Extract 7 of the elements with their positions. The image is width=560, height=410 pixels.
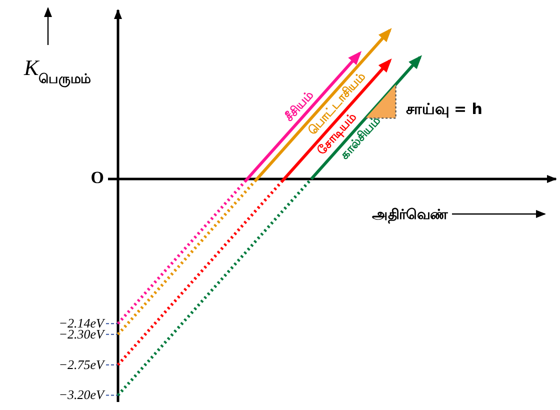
y-axis-title: K$_{பெருமம்}$ [23,55,92,86]
y-tick-label: O [90,168,104,187]
y-tick-label: −3.20eV [58,387,106,402]
annotation: சாய்வு = h [406,100,483,118]
y-tick-label: −2.14eV [58,316,106,331]
y-tick-label: −2.75eV [58,356,106,372]
x-axis-title: அதிர்வெண் [372,206,448,224]
